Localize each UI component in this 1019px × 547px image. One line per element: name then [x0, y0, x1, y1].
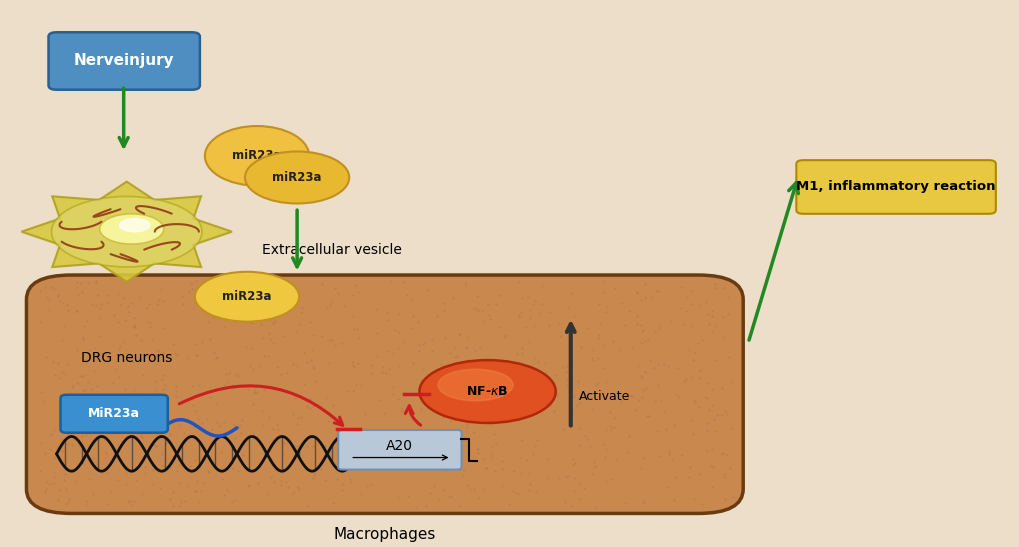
FancyBboxPatch shape — [338, 430, 461, 469]
FancyBboxPatch shape — [26, 275, 743, 514]
Text: Nerveinjury: Nerveinjury — [73, 54, 174, 68]
Ellipse shape — [419, 360, 555, 423]
Text: miR23a: miR23a — [272, 171, 322, 184]
Ellipse shape — [195, 272, 299, 322]
Text: NF-$\kappa$B: NF-$\kappa$B — [466, 385, 508, 398]
Text: MiR23a: MiR23a — [88, 408, 140, 420]
Text: DRG neurons: DRG neurons — [81, 351, 172, 365]
Ellipse shape — [119, 219, 150, 232]
Ellipse shape — [100, 214, 164, 244]
Text: Activate: Activate — [578, 391, 630, 404]
FancyBboxPatch shape — [49, 32, 200, 90]
Text: M1, inflammatory reaction: M1, inflammatory reaction — [796, 181, 995, 194]
FancyBboxPatch shape — [60, 395, 168, 433]
Ellipse shape — [52, 196, 202, 267]
Polygon shape — [21, 182, 231, 282]
Text: Extracellular vesicle: Extracellular vesicle — [262, 242, 401, 257]
Text: miR23a: miR23a — [222, 290, 271, 303]
Text: A20: A20 — [386, 439, 413, 452]
Text: Macrophages: Macrophages — [333, 527, 435, 542]
Text: miR23a: miR23a — [232, 149, 281, 162]
Ellipse shape — [245, 152, 348, 203]
Ellipse shape — [437, 369, 513, 401]
Ellipse shape — [205, 126, 309, 185]
FancyBboxPatch shape — [796, 160, 995, 214]
